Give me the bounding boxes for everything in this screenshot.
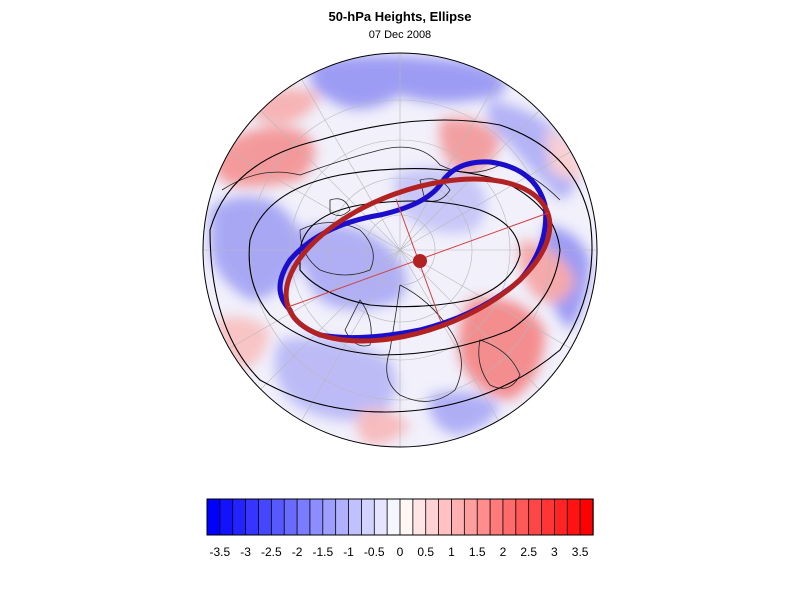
colorbar-box [502, 498, 517, 536]
colorbar-box [566, 498, 581, 536]
colorbar-tick-label: -3 [240, 545, 251, 559]
anomaly-blob [212, 127, 315, 187]
colorbar-boxes [206, 498, 594, 536]
anomaly-blob [299, 224, 407, 310]
colorbar-tick-label: -2.5 [261, 545, 282, 559]
map-border [202, 52, 598, 448]
height-contour [299, 200, 521, 308]
colorbar-box [515, 498, 530, 536]
colorbar-box [283, 498, 298, 536]
colorbar-box [412, 498, 427, 536]
colorbar-box [554, 498, 568, 536]
anomaly-blob [519, 240, 575, 303]
colorbar-tick-label: 3 [551, 545, 558, 559]
colorbar-box [322, 498, 337, 536]
colorbar-tick-label: 3.5 [572, 545, 589, 559]
colorbar-tick-label: -1.5 [312, 545, 333, 559]
colorbar-box [489, 498, 504, 536]
colorbar-box [579, 498, 594, 536]
anomaly-blob [394, 167, 487, 234]
anomaly-blob [310, 55, 506, 109]
height-contour [209, 119, 593, 413]
colorbar-tick-label: 0 [397, 545, 404, 559]
anomaly-blob [429, 391, 500, 435]
colorbar-tick-label: -2 [292, 545, 303, 559]
anomaly-blob [487, 100, 578, 200]
colorbar-box [425, 498, 440, 536]
colorbar-box [270, 498, 285, 536]
colorbar-frame [206, 498, 594, 536]
colorbar-box [463, 498, 478, 536]
anomaly-blob [458, 298, 545, 400]
colorbar-box [360, 498, 375, 536]
colorbar-tick-label: -3.5 [210, 545, 231, 559]
anomaly-blob [545, 130, 585, 179]
anomaly-blob [210, 196, 302, 300]
colorbar-box [232, 498, 247, 536]
colorbar-box [373, 498, 388, 536]
colorbar-box [245, 498, 260, 536]
colorbar-box [528, 498, 543, 536]
colorbar-tick-label: -0.5 [364, 545, 385, 559]
colorbar-box [541, 498, 556, 536]
colorbar-tick-label: 1.5 [469, 545, 486, 559]
colorbar-tick-label: 2.5 [520, 545, 537, 559]
chart-title: 50-hPa Heights, Ellipse [328, 9, 472, 24]
colorbar-tick-label: -1 [343, 545, 354, 559]
chart-date: 07 Dec 2008 [368, 29, 432, 41]
colorbar-tick-label: 1 [448, 545, 455, 559]
colorbar-box [258, 498, 273, 536]
ellipse-center-marker [413, 254, 427, 268]
colorbar-box [399, 498, 414, 536]
colorbar-tick-label: 2 [500, 545, 507, 559]
height-contours [209, 119, 593, 413]
colorbar-box [348, 498, 363, 536]
colorbar-box [206, 498, 221, 536]
colorbar-tick-label: 0.5 [417, 545, 434, 559]
colorbar-box [476, 498, 491, 536]
colorbar-box [451, 498, 466, 536]
colorbar-box [296, 498, 311, 536]
height-contour [248, 168, 561, 356]
colorbar-box [335, 498, 350, 536]
colorbar-box [219, 498, 234, 536]
polar-map [202, 52, 598, 448]
anomaly-blob [356, 409, 410, 445]
colorbar-box [438, 498, 453, 536]
colorbar-box [309, 498, 324, 536]
colorbar-box [386, 498, 401, 536]
colorbar-labels: -3.5 -3 -2.5 -2 -1.5 -1 -0.5 0 0.5 1 1.5 2 2.5 3 3.5 [210, 545, 589, 559]
